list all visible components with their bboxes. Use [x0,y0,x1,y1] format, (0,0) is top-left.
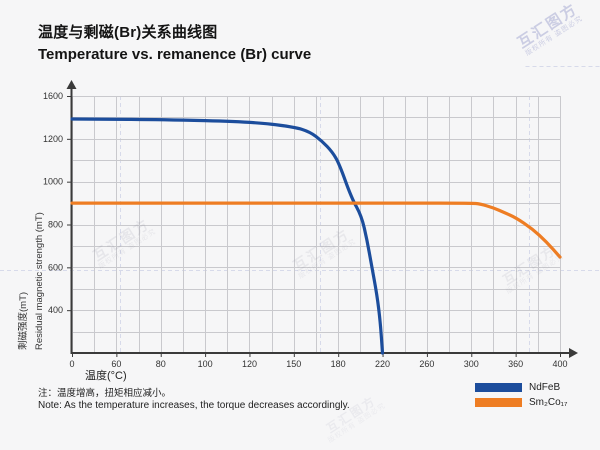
footnote: 注：温度增高，扭矩相应减小。 Note: As the temperature … [38,388,350,412]
x-tick-label: 260 [419,359,434,369]
legend: NdFeB Sm₂Co₁₇ [475,382,567,408]
x-tick-label: 220 [375,359,390,369]
legend-item-sm2co17: Sm₂Co₁₇ [475,397,567,408]
y-tick-label: 1200 [43,134,63,144]
ndfeb-curve [70,117,385,355]
x-tick-label: 300 [464,359,479,369]
x-tick-label: 150 [286,359,301,369]
legend-item-ndfeb: NdFeB [475,382,567,393]
x-tick-label: 400 [552,359,567,369]
sm2co17-color-swatch [475,398,522,407]
x-tick-label: 360 [508,359,523,369]
x-axis-title: 温度(°C) [85,368,127,382]
footnote-en: Note: As the temperature increases, the … [38,400,350,411]
legend-label-ndfeb: NdFeB [529,382,561,393]
x-tick-label: 0 [69,359,74,369]
page-title-en: Temperature vs. remanence (Br) curve [38,46,312,63]
x-axis-arrow [569,348,578,358]
y-tick-label: 400 [48,305,63,315]
y-tick-label: 1000 [43,177,63,187]
x-tick-label: 60 [111,359,121,369]
x-tick-label: 120 [242,359,257,369]
x-tick-label: 100 [198,359,213,369]
footnote-zh: 注：温度增高，扭矩相应减小。 [38,388,172,399]
page-title-zh: 温度与剩磁(Br)关系曲线图 [38,24,218,41]
x-tick-label: 180 [331,359,346,369]
x-tick-label: 80 [156,359,166,369]
sm2co17-curve [70,201,562,259]
y-tick-label: 800 [48,220,63,230]
y-axis-title-en: Residual magnetic strength (mT) [34,212,45,350]
chart-titles: 温度与剩磁(Br)关系曲线图 Temperature vs. remanence… [38,22,311,66]
y-tick-label: 1600 [43,91,63,101]
legend-label-sm2co17: Sm₂Co₁₇ [529,397,568,408]
y-axis-title-zh: 剩磁强度(mT) [17,292,29,350]
ndfeb-color-swatch [475,383,522,392]
y-axis-arrow [66,80,77,89]
y-tick-label: 600 [48,262,63,272]
